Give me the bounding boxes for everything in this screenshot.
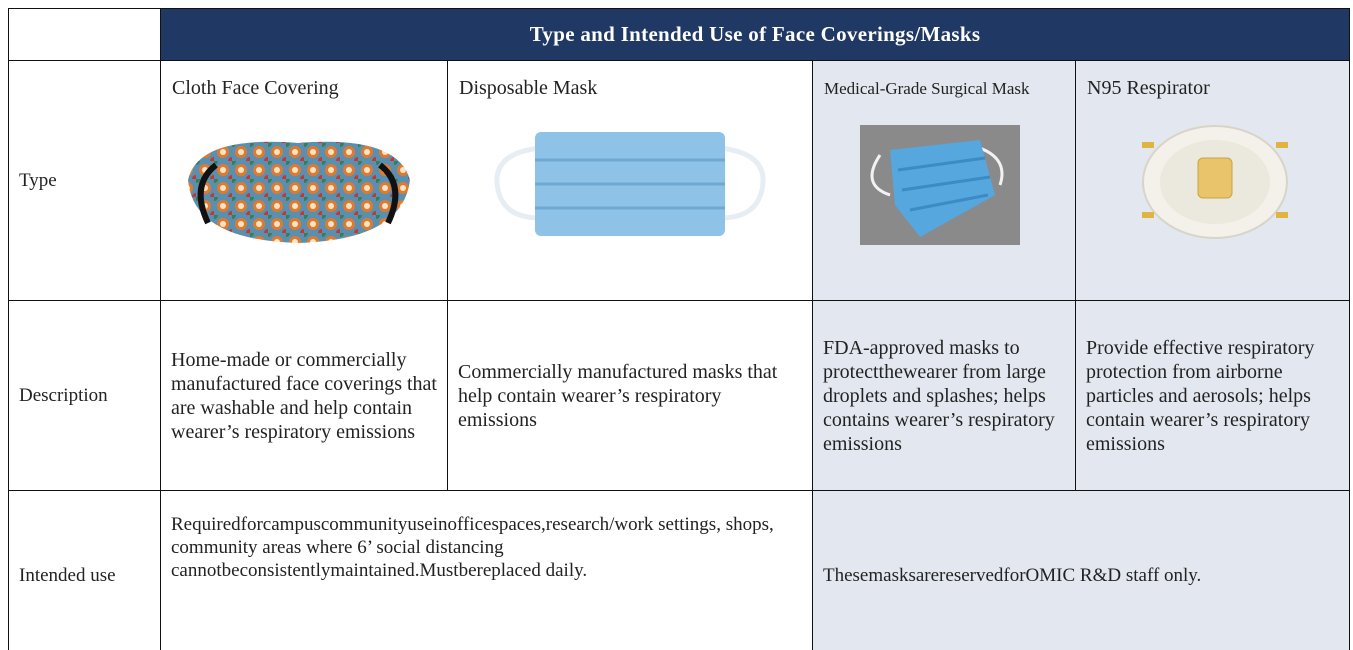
description: FDA-approved masks to protectthewearer f… (812, 300, 1075, 490)
corner-cell (8, 8, 160, 60)
surgical-mask-image (860, 125, 1020, 245)
intended-use: ThesemasksarereservedforOMIC R&D staff o… (812, 490, 1350, 650)
row-label: Description (8, 300, 160, 490)
description: Home-made or commercially manufactured f… (160, 300, 447, 490)
type-name: Cloth Face Covering (172, 77, 339, 99)
table-title: Type and Intended Use of Face Coverings/… (160, 8, 1350, 60)
description: Provide effective respiratory protection… (1075, 300, 1350, 490)
type-name: N95 Respirator (1087, 77, 1210, 99)
row-label: Intended use (8, 490, 160, 650)
type-name: Medical-Grade Surgical Mask (824, 79, 1030, 98)
cloth-mask-image (188, 141, 410, 243)
description: Commercially manufactured masks that hel… (447, 300, 812, 490)
n95-image (1142, 125, 1288, 239)
type-cell (160, 60, 447, 300)
disposable-mask-image (494, 132, 766, 236)
intended-use: Requiredforcampuscommunityuseinofficespa… (160, 490, 812, 650)
row-label: Type (8, 60, 160, 300)
type-cell (447, 60, 812, 300)
type-name: Disposable Mask (459, 77, 598, 99)
